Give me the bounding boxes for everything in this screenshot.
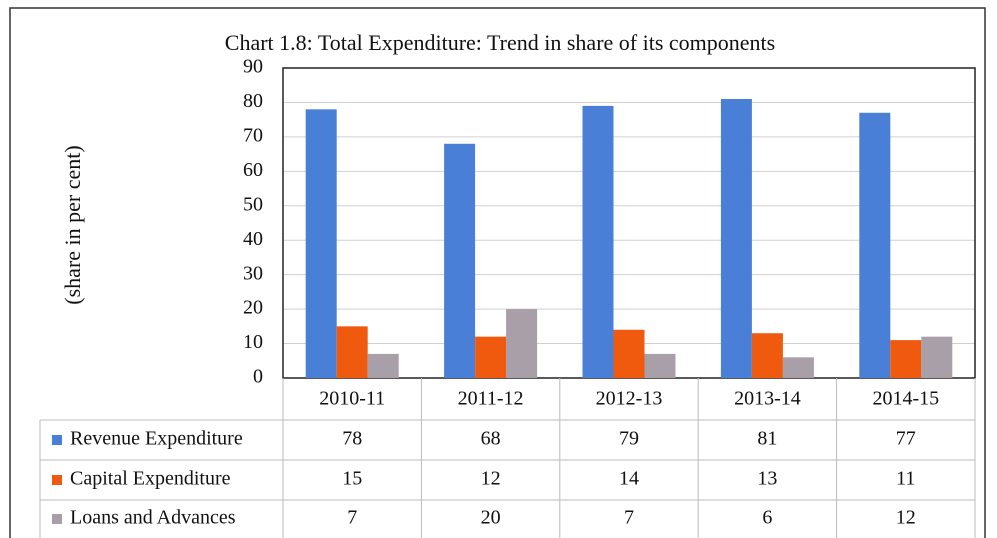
bar: [367, 353, 399, 378]
y-tick-label: 40: [243, 228, 263, 250]
table-value: 20: [481, 507, 501, 529]
bar: [305, 109, 337, 378]
bar: [336, 326, 368, 378]
legend-swatch: [52, 514, 62, 524]
table-value: 11: [896, 468, 915, 490]
table-value: 78: [342, 428, 362, 450]
table-value: 79: [619, 428, 639, 450]
legend-label: Revenue Expenditure: [70, 428, 243, 450]
table-value: 6: [762, 507, 772, 529]
x-tick-label: 2011-12: [458, 388, 524, 410]
y-tick-label: 70: [243, 124, 263, 146]
table-value: 12: [481, 468, 501, 490]
bar: [582, 105, 614, 378]
y-tick-label: 10: [243, 331, 263, 353]
y-tick-label: 80: [243, 90, 263, 112]
legend-label: Capital Expenditure: [70, 468, 231, 490]
legend-swatch: [52, 475, 62, 485]
table-value: 7: [347, 507, 357, 529]
table-value: 13: [757, 468, 777, 490]
table-value: 12: [896, 507, 916, 529]
bar: [782, 357, 814, 378]
bar: [921, 336, 953, 378]
table-value: 15: [342, 468, 362, 490]
table-value: 81: [757, 428, 777, 450]
bar: [506, 309, 538, 378]
y-tick-label: 60: [243, 159, 263, 181]
y-axis-label: (share in per cent): [60, 145, 85, 304]
bar: [859, 112, 891, 379]
bar: [444, 143, 476, 378]
y-tick-label: 30: [243, 262, 263, 284]
x-tick-label: 2010-11: [319, 388, 385, 410]
bar: [475, 336, 507, 378]
bar: [751, 333, 783, 378]
table-value: 14: [619, 468, 639, 490]
frame: [9, 7, 986, 538]
table-value: 7: [624, 507, 634, 529]
legend-label: Loans and Advances: [70, 507, 236, 529]
y-tick-label: 50: [243, 193, 263, 215]
chart-title: Chart 1.8: Total Expenditure: Trend in s…: [225, 30, 775, 55]
bar: [890, 340, 922, 378]
bar: [613, 329, 645, 378]
x-tick-label: 2012-13: [596, 388, 663, 410]
x-tick-label: 2013-14: [734, 388, 801, 410]
y-tick-label: 90: [243, 56, 263, 78]
bar: [720, 99, 752, 378]
bar: [644, 353, 676, 378]
x-tick-label: 2014-15: [872, 388, 939, 410]
table-value: 68: [481, 428, 501, 450]
legend-swatch: [52, 435, 62, 445]
y-tick-label: 20: [243, 297, 263, 319]
y-tick-label: 0: [253, 366, 263, 388]
table-value: 77: [896, 428, 916, 450]
